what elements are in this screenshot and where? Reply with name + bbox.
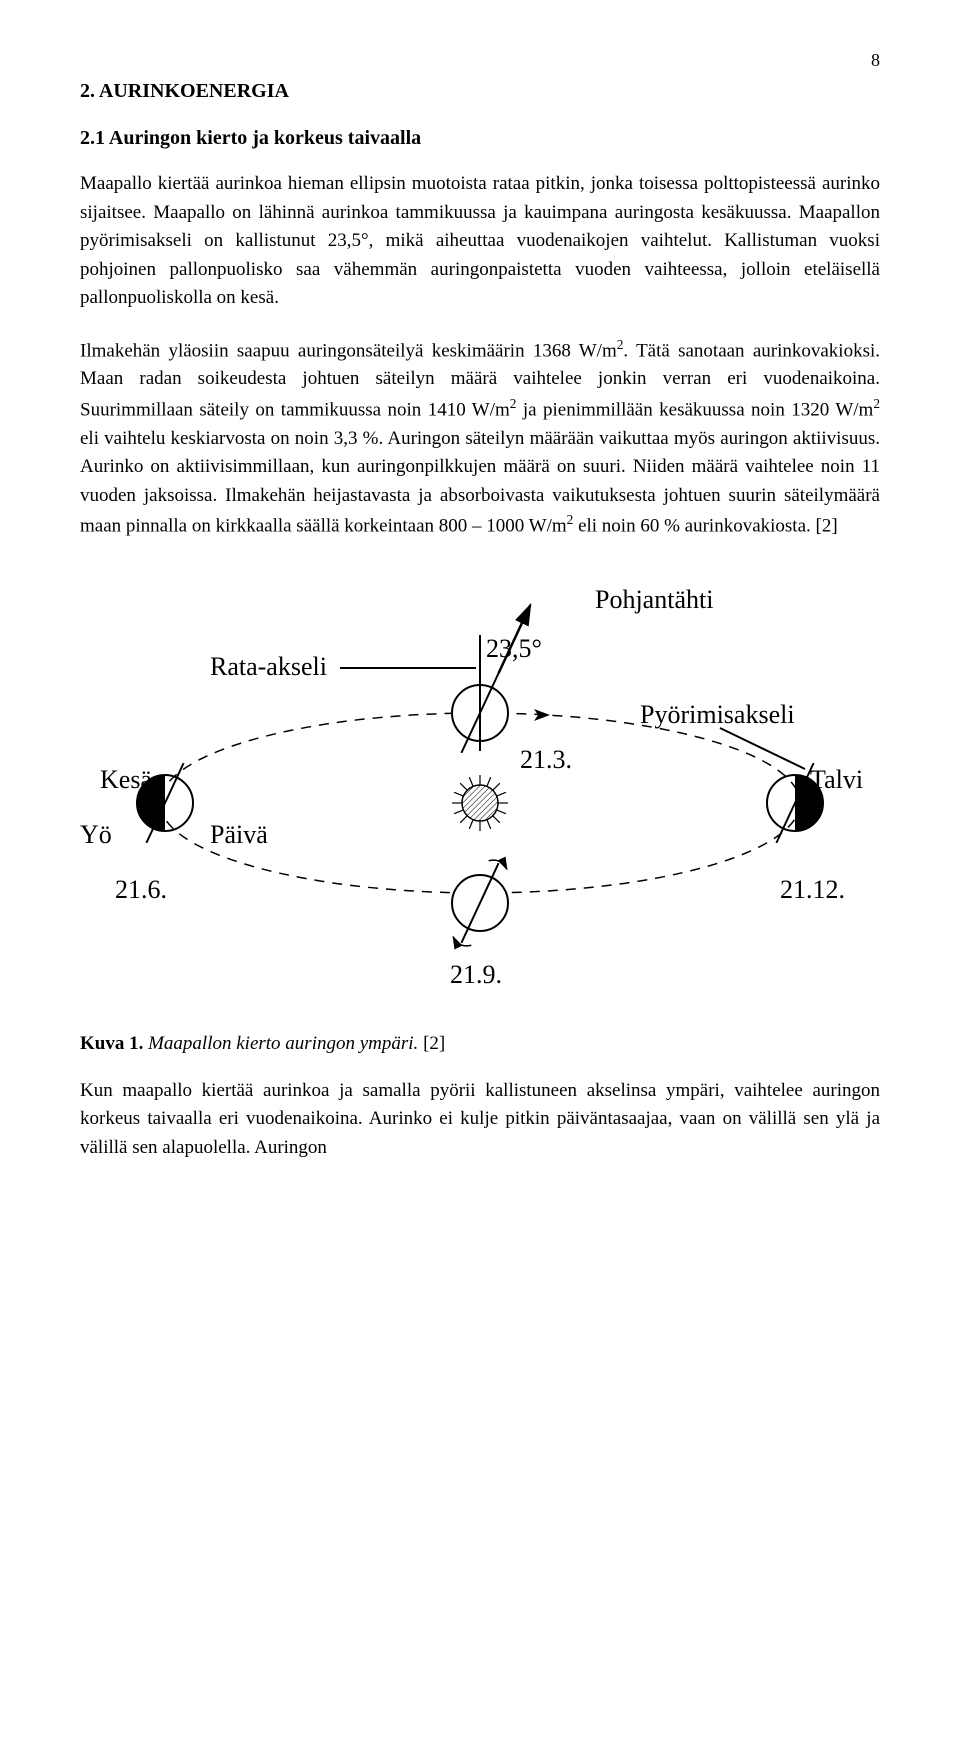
svg-text:Talvi: Talvi — [810, 765, 863, 794]
svg-text:21.6.: 21.6. — [115, 875, 167, 904]
subsection-heading: 2.1 Auringon kierto ja korkeus taivaalla — [80, 127, 880, 150]
figure-caption: Kuva 1. Maapallon kierto auringon ympäri… — [80, 1033, 880, 1055]
document-page: 8 2. AURINKOENERGIA 2.1 Auringon kierto … — [0, 0, 960, 1738]
orbit-svg: 23,5° Pohjantähti Rata-akseli Pyörimisaksel… — [80, 563, 880, 1003]
paragraph-1: Maapallo kiertää aurinkoa hieman ellipsi… — [80, 170, 880, 313]
svg-text:23,5°: 23,5° — [486, 634, 542, 663]
svg-text:21.12.: 21.12. — [780, 875, 845, 904]
svg-text:Pyörimisakseli: Pyörimisakseli — [640, 700, 795, 729]
caption-label: Kuva 1. — [80, 1033, 143, 1054]
orbit-diagram: 23,5° Pohjantähti Rata-akseli Pyörimisaksel… — [80, 563, 880, 1003]
svg-text:Kesä: Kesä — [100, 765, 152, 794]
p2-part-e: eli noin 60 % aurinkovakiosta. [2] — [573, 515, 837, 536]
p2-part-c: ja pienimmillään kesäkuussa noin 1320 W/… — [516, 399, 873, 420]
svg-text:Pohjantähti: Pohjantähti — [595, 585, 713, 614]
svg-text:Päivä: Päivä — [210, 820, 268, 849]
paragraph-3: Kun maapallo kiertää aurinkoa ja samalla… — [80, 1077, 880, 1163]
page-number: 8 — [871, 50, 880, 71]
svg-text:Rata-akseli: Rata-akseli — [210, 652, 327, 681]
svg-text:21.3.: 21.3. — [520, 745, 572, 774]
svg-text:21.9.: 21.9. — [450, 960, 502, 989]
section-heading: 2. AURINKOENERGIA — [80, 80, 880, 103]
p2-part-a: Ilmakehän yläosiin saapuu auringonsäteil… — [80, 340, 617, 361]
caption-text: Maapallon kierto auringon ympäri. — [143, 1033, 418, 1054]
paragraph-2: Ilmakehän yläosiin saapuu auringonsäteil… — [80, 335, 880, 541]
caption-cite: [2] — [418, 1033, 445, 1054]
sup-2c: 2 — [873, 396, 880, 411]
svg-text:Yö: Yö — [80, 820, 112, 849]
